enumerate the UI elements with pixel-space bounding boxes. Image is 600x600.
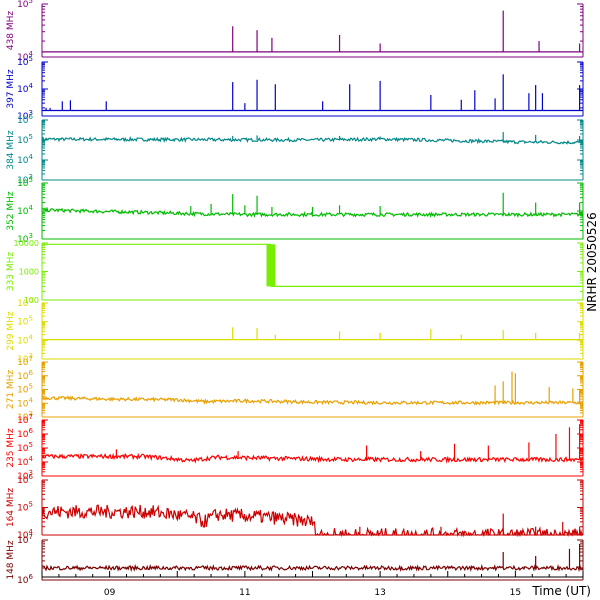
x-axis-title: Time (UT) xyxy=(531,584,591,598)
trace xyxy=(41,563,584,573)
y-tick-label: 105 xyxy=(17,441,33,454)
y-tick-label: 105 xyxy=(17,383,33,396)
x-tick-label: 15 xyxy=(510,588,521,598)
y-tick-label: 106 xyxy=(17,427,33,440)
y-tick-label: 104 xyxy=(17,204,33,217)
trace xyxy=(41,206,584,219)
burst-block xyxy=(266,244,276,287)
trace xyxy=(41,395,583,406)
frequency-label: 235 MHz xyxy=(6,428,16,468)
y-tick-label: 104 xyxy=(17,333,33,346)
panel-p333: 100 1000 10000 333 MHz xyxy=(6,239,584,305)
frequency-label: 438 MHz xyxy=(6,11,16,51)
y-tick-label: 105 xyxy=(17,133,33,146)
y-tick-label: 105 xyxy=(17,0,33,10)
x-axis: 09 11 13 15 Time (UT) xyxy=(41,571,591,598)
y-tick-label: 105 xyxy=(17,315,33,328)
y-tick-label: 106 xyxy=(17,369,33,382)
frequency-label: 333 MHz xyxy=(6,252,16,292)
y-tick-label: 100 xyxy=(24,296,39,305)
y-tick-label: 104 xyxy=(17,82,33,95)
frequency-label: 299 MHz xyxy=(6,311,16,351)
frequency-label: 148 MHz xyxy=(6,540,16,580)
y-tick-label: 10000 xyxy=(14,239,39,248)
frequency-label: 164 MHz xyxy=(6,488,16,528)
trace xyxy=(42,243,583,287)
x-tick-label: 09 xyxy=(104,588,116,598)
frequency-label: 352 MHz xyxy=(6,191,16,231)
trace xyxy=(41,452,584,464)
frequency-label: 397 MHz xyxy=(6,69,16,109)
trace xyxy=(41,504,584,538)
y-tick-label: 104 xyxy=(17,396,33,409)
date-side-label: NRHR 20050526 xyxy=(585,212,599,312)
frequency-label: 384 MHz xyxy=(6,130,16,170)
y-tick-label: 105 xyxy=(17,501,33,514)
y-tick-label: 106 xyxy=(17,573,33,586)
frequency-label: 271 MHz xyxy=(6,370,16,410)
x-tick-label: 13 xyxy=(374,588,385,598)
y-tick-label: 104 xyxy=(17,153,33,166)
y-tick-label: 1000 xyxy=(19,268,39,277)
y-tick-label: 104 xyxy=(17,455,33,468)
x-tick-label: 11 xyxy=(239,588,250,598)
trace xyxy=(41,136,584,145)
